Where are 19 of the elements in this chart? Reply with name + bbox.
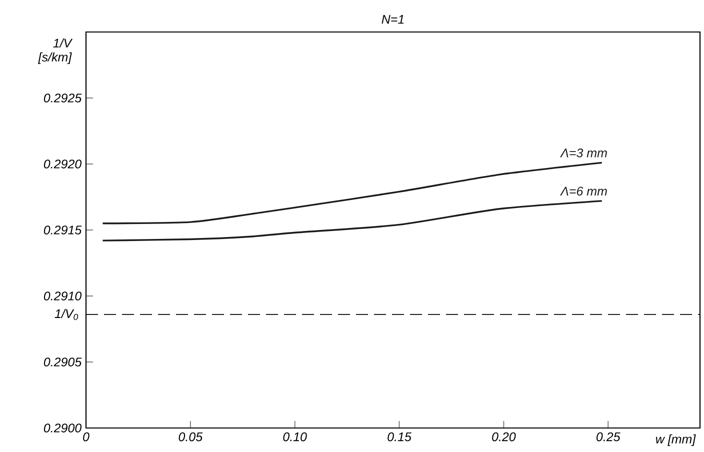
y-tick-label: 0.2910: [44, 292, 82, 300]
y-tick-label: 0.2915: [44, 226, 82, 234]
x-tick-label: 0.20: [492, 432, 516, 442]
x-tick-label: 0.05: [178, 432, 203, 442]
ref-line-label: 1/V$_{0}$: [54, 308, 78, 320]
y-tick-label: 0.2925: [44, 94, 82, 102]
x-axis-title: w [mm]: [656, 434, 696, 446]
line-series: [102, 200, 603, 242]
x-tick-label: 0.15: [388, 432, 412, 442]
x-tick-label: 0.10: [283, 432, 307, 442]
series-label: Λ=6 mm: [560, 186, 607, 196]
series-label: Λ=3 mm: [560, 148, 607, 158]
chart-title: N=1: [382, 15, 404, 24]
x-tick-label: 0.25: [596, 432, 620, 442]
y-tick-label: 0.2920: [44, 160, 82, 168]
y-tick-label: 0.2900: [44, 424, 82, 432]
y-tick-label: 0.2905: [44, 358, 82, 366]
y-axis-title: 1/V [s/km]: [38, 38, 73, 64]
x-tick-label: 0: [83, 432, 90, 442]
